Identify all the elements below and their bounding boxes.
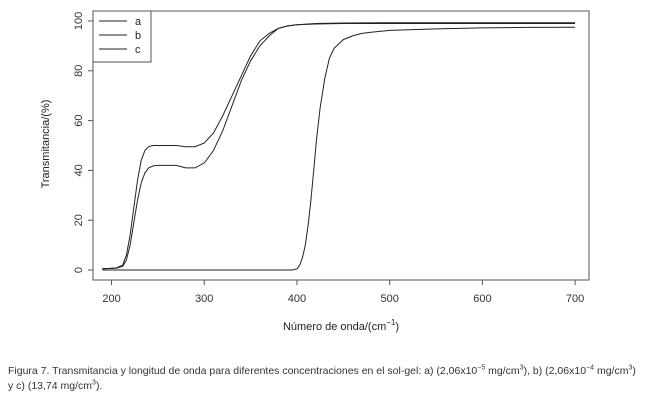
x-tick-label: 600 xyxy=(473,293,491,305)
y-tick-label: 0 xyxy=(73,267,85,273)
figure-caption: Figura 7. Transmitancia y longitud de on… xyxy=(8,364,636,393)
x-tick-label: 400 xyxy=(288,293,306,305)
x-axis-title-end: ) xyxy=(395,321,399,333)
legend-label-a: a xyxy=(135,16,142,28)
legend-box xyxy=(92,10,152,63)
y-tick-label: 100 xyxy=(73,12,85,30)
series-line-a xyxy=(102,23,576,270)
series-line-c xyxy=(102,26,576,271)
x-tick-label: 300 xyxy=(195,293,213,305)
x-tick-label: 700 xyxy=(566,293,584,305)
y-tick-label: 80 xyxy=(73,65,85,77)
legend-label-b: b xyxy=(135,30,141,42)
y-axis-title: Transmitancia/(%) xyxy=(40,100,52,189)
x-tick-label: 500 xyxy=(380,293,398,305)
series-line-b xyxy=(102,22,576,270)
y-tick-label: 40 xyxy=(73,164,85,176)
y-tick-label: 60 xyxy=(73,114,85,126)
transmittance-chart: 200 300 400 500 600 700 0 20 40 60 80 100 abc Númer… xyxy=(40,10,590,333)
x-axis-title: Número de onda/(cm−1) xyxy=(283,318,399,333)
legend-label-c: c xyxy=(135,44,141,56)
plot-frame xyxy=(92,10,590,281)
x-axis-title-sup: −1 xyxy=(386,318,396,327)
x-tick-label: 200 xyxy=(102,293,120,305)
y-tick-label: 20 xyxy=(73,214,85,226)
